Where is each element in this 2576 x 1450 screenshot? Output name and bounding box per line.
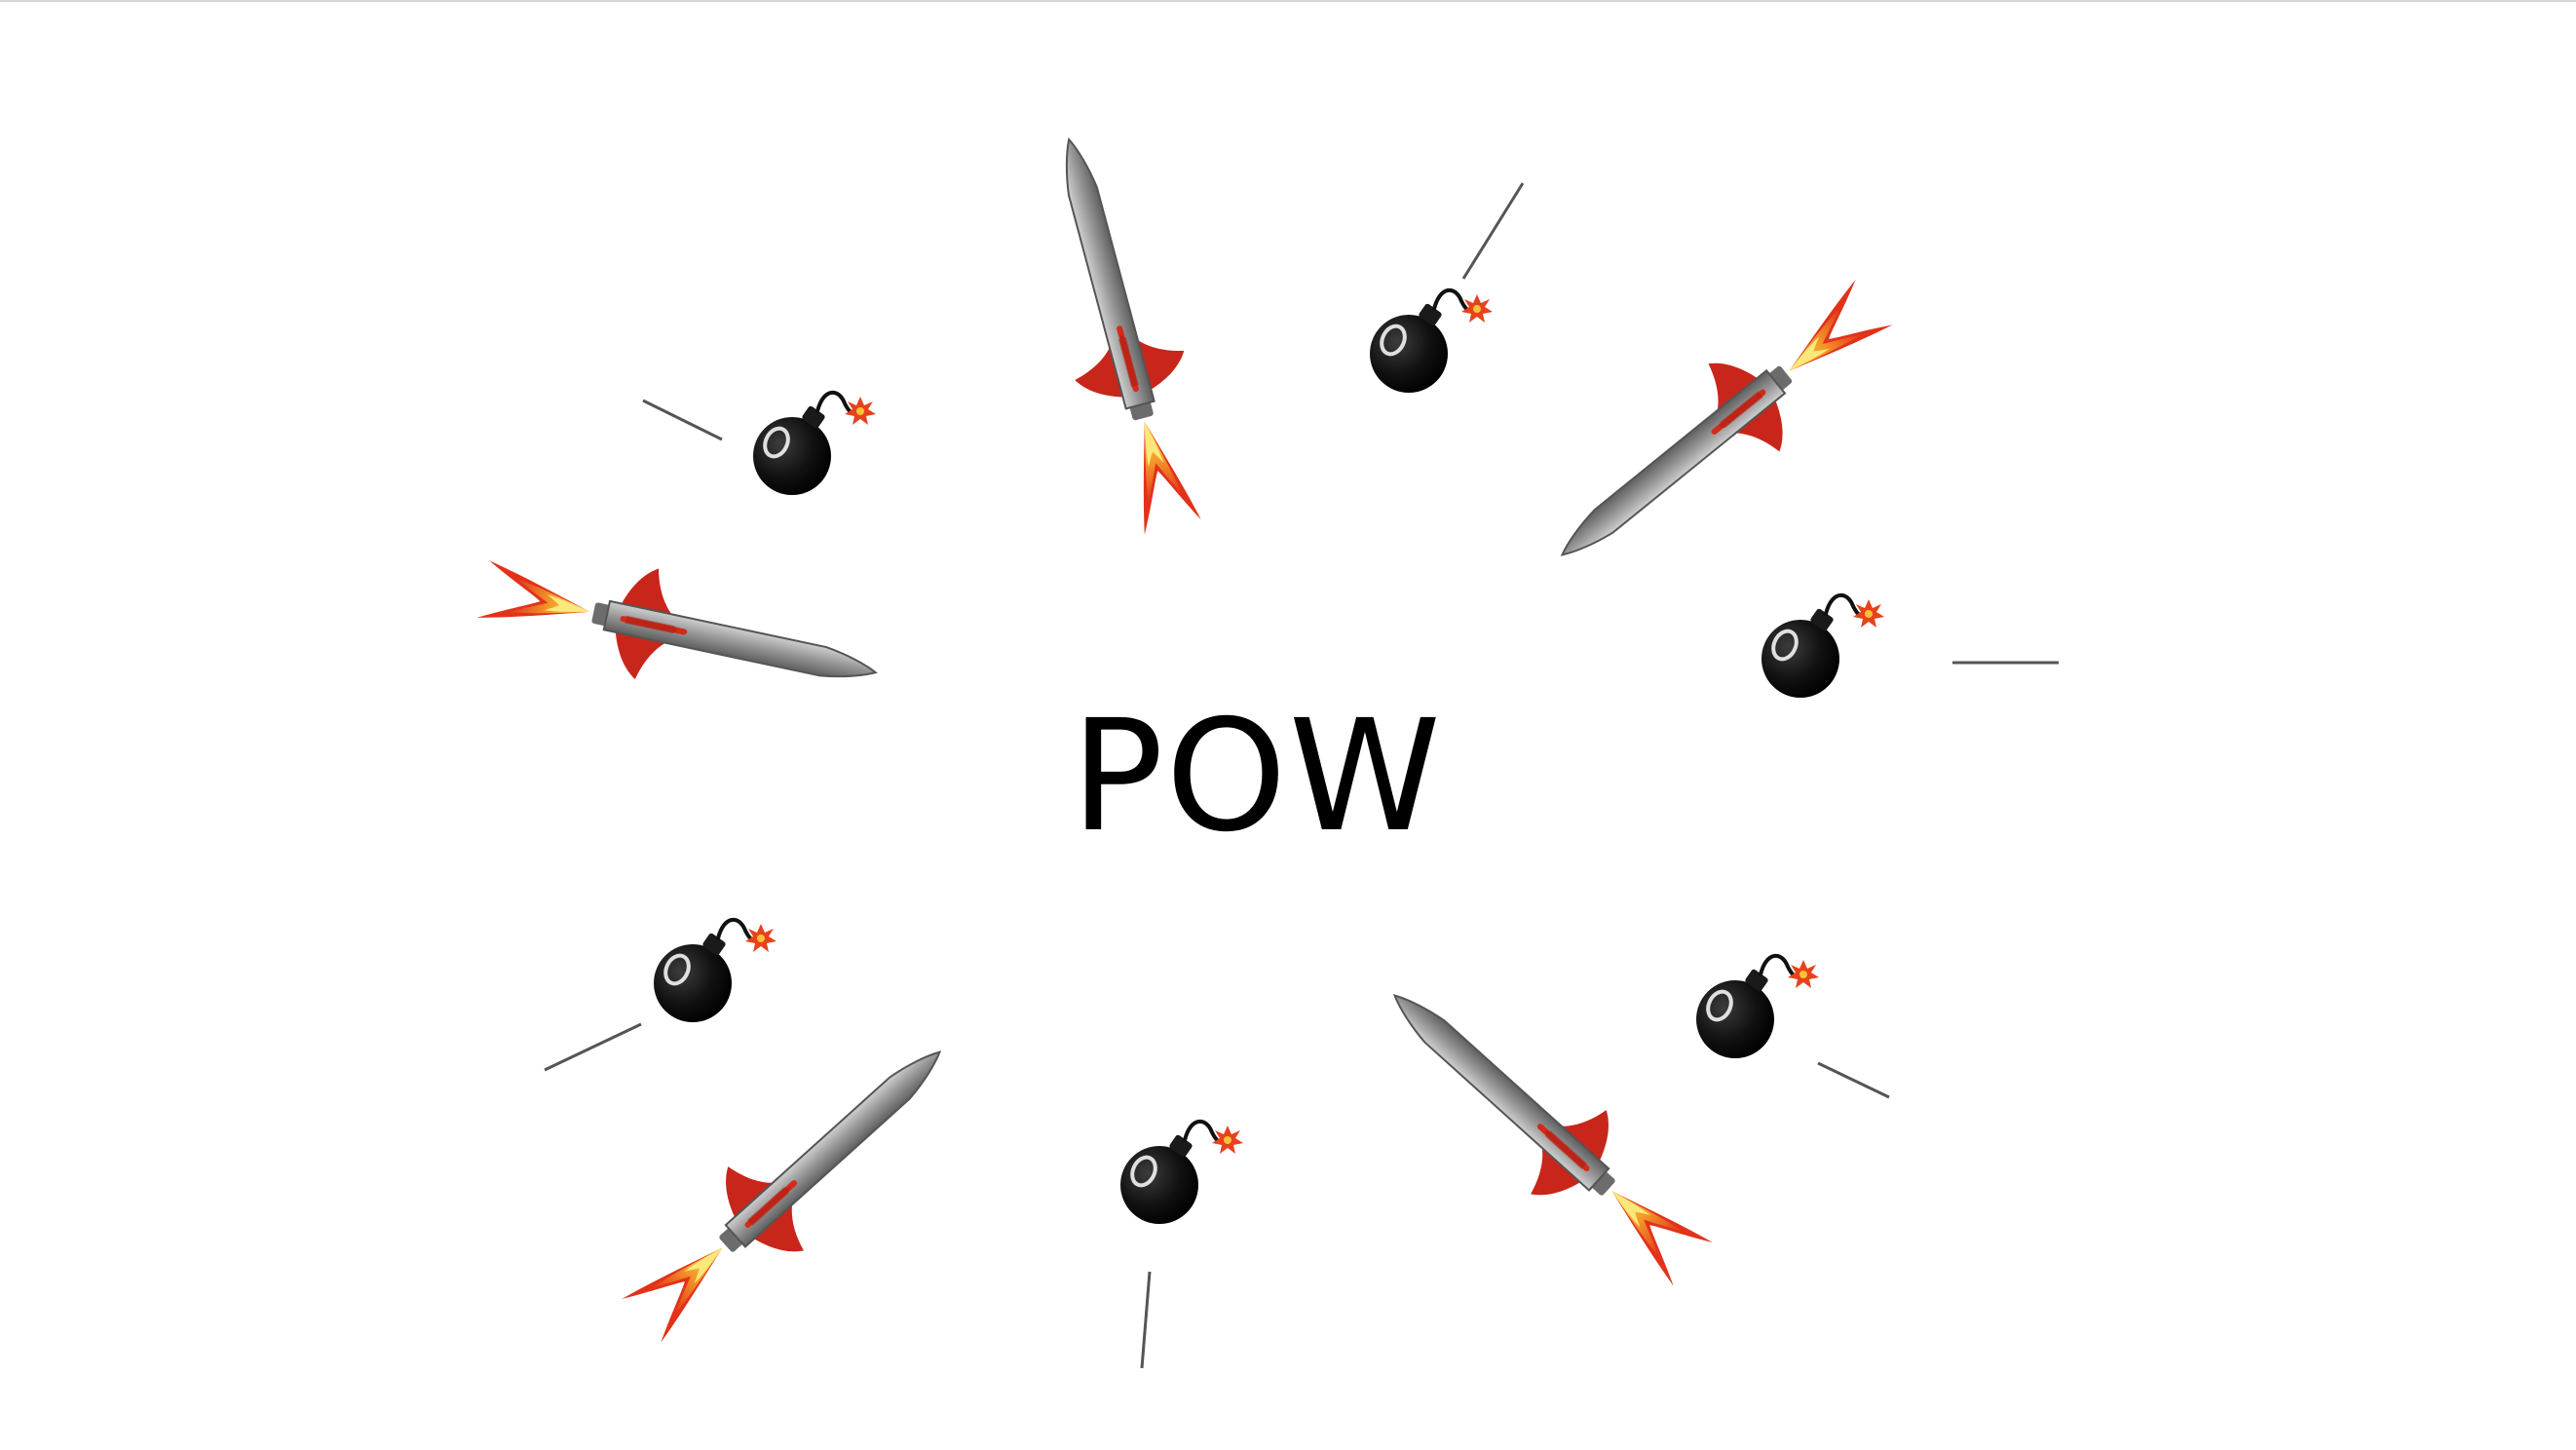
bomb-icon [1368,287,1495,395]
rocket-icon [1525,257,1912,600]
bomb-icon [1760,592,1886,700]
rocket-icon [470,532,889,729]
motion-line [642,399,723,441]
rocket-icon [602,1009,979,1364]
bomb-icon [1694,953,1821,1060]
motion-line [1461,182,1525,280]
top-border [0,0,2576,2]
motion-line [544,1022,642,1072]
motion-line [1140,1271,1152,1369]
rocket-icon [1013,124,1229,544]
pow-text: POW [1071,687,1443,866]
bomb-icon [1118,1119,1245,1226]
motion-line [1817,1061,1890,1099]
rocket-icon [1355,952,1732,1308]
bomb-icon [751,390,878,497]
bomb-icon [652,917,778,1024]
